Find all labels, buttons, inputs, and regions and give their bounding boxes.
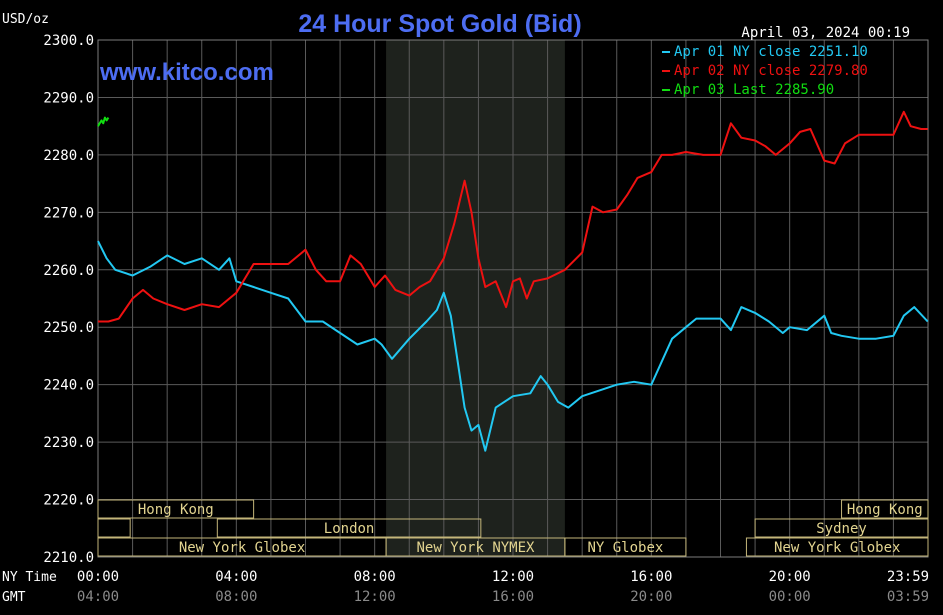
y-tick-label: 2280.0 <box>43 148 94 164</box>
y-tick-label: 2270.0 <box>43 205 94 221</box>
chart-title: 24 Hour Spot Gold (Bid) <box>298 10 581 38</box>
y-axis-ticks: 2300.0 2290.0 2280.0 2270.0 2260.0 2250.0 2240… <box>43 33 94 566</box>
y-tick-label: 2210.0 <box>43 550 94 566</box>
ny-time-label: NY Time <box>2 570 57 585</box>
session-bar <box>841 499 929 519</box>
session-label: Hong Kong <box>138 502 214 518</box>
x-tick-label-ny: 12:00 <box>492 569 534 585</box>
session-bars: Hong Kong London New York Globex New York N… <box>97 499 929 557</box>
x-tick-label-gmt: 12:00 <box>354 589 396 605</box>
x-tick-label-ny: 23:59 <box>887 569 929 585</box>
x-tick-label-ny: 16:00 <box>630 569 672 585</box>
session-bar <box>97 499 255 519</box>
series-line-3 <box>97 116 110 127</box>
x-tick-label-gmt: 00:00 <box>769 589 811 605</box>
session-bar <box>216 518 482 538</box>
x-axis-ticks: 00:00 04:00 04:00 08:00 08:00 12:00 12:00 16:00… <box>77 569 929 605</box>
y-tick-label: 2230.0 <box>43 435 94 451</box>
timestamp: April 03, 2024 00:19 <box>741 25 910 41</box>
grid <box>98 39 928 558</box>
x-tick-label-gmt: 20:00 <box>630 589 672 605</box>
session-bar <box>564 537 687 557</box>
series-lines <box>97 110 929 452</box>
y-tick-label: 2240.0 <box>43 378 94 394</box>
unit-label: USD/oz <box>2 12 49 27</box>
session-bar <box>745 537 929 557</box>
series-line-2 <box>98 110 928 323</box>
website-label: www.kitco.com <box>99 59 274 86</box>
x-tick-label-ny: 04:00 <box>215 569 257 585</box>
session-label: NY Globex <box>587 540 663 556</box>
y-tick-label: 2290.0 <box>43 90 94 106</box>
session-label: Sydney <box>816 521 867 537</box>
session-bar <box>97 518 131 538</box>
x-tick-label-ny: 00:00 <box>77 569 119 585</box>
session-label: New York Globex <box>774 540 900 556</box>
legend: Apr 01 NY close 2251.10 Apr 02 NY close 2… <box>662 44 868 98</box>
legend-entry: Apr 02 NY close 2279.80 <box>674 63 868 79</box>
session-label: New York Globex <box>179 540 305 556</box>
y-tick-label: 2220.0 <box>43 493 94 509</box>
x-tick-label-ny: 08:00 <box>354 569 396 585</box>
session-bar <box>754 518 929 538</box>
y-tick-label: 2300.0 <box>43 33 94 49</box>
x-tick-label-gmt: 08:00 <box>215 589 257 605</box>
x-tick-label-ny: 20:00 <box>769 569 811 585</box>
x-tick-label-gmt: 16:00 <box>492 589 534 605</box>
y-tick-label: 2250.0 <box>43 320 94 336</box>
plot-border <box>97 39 929 558</box>
session-label: London <box>324 521 375 537</box>
legend-entry: Apr 03 Last 2285.90 <box>674 82 834 98</box>
legend-entry: Apr 01 NY close 2251.10 <box>674 44 868 60</box>
session-label: New York NYMEX <box>416 540 535 556</box>
series-line-1 <box>97 240 929 452</box>
x-tick-label-gmt: 03:59 <box>887 589 929 605</box>
x-tick-label-gmt: 04:00 <box>77 589 119 605</box>
session-label: Hong Kong <box>847 502 923 518</box>
nymex-shade <box>386 40 565 557</box>
gmt-label: GMT <box>2 590 26 605</box>
y-tick-label: 2260.0 <box>43 263 94 279</box>
